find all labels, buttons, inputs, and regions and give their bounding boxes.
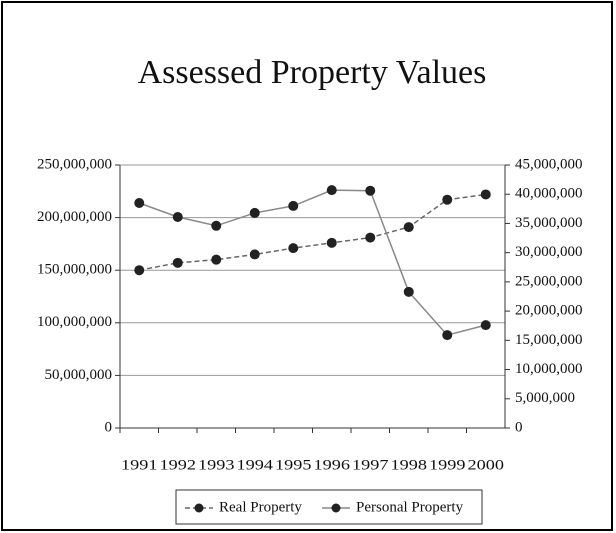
y-tick-label: 200,000,000 (37, 209, 112, 225)
legend-marker (194, 503, 204, 513)
x-tick-label: 1999 (429, 457, 466, 473)
x-tick-label: 1997 (352, 457, 389, 473)
x-tick-label: 1993 (198, 457, 235, 473)
data-point (326, 185, 337, 196)
data-point (211, 220, 222, 231)
series-line (139, 193, 486, 271)
data-point (442, 330, 453, 341)
data-point (365, 185, 376, 196)
x-tick-label: 1991 (121, 457, 158, 473)
y2-tick-label: 0 (515, 419, 523, 435)
x-tick-label: 1992 (160, 457, 197, 473)
data-point (326, 237, 337, 248)
y2-tick-label: 30,000,000 (515, 244, 583, 260)
data-point (480, 189, 491, 200)
data-point (403, 222, 414, 233)
legend-label: Real Property (219, 499, 302, 515)
y2-tick-label: 40,000,000 (515, 186, 583, 202)
y2-tick-label: 45,000,000 (515, 156, 583, 172)
x-tick-label: 1996 (314, 457, 351, 473)
data-point (134, 265, 145, 276)
data-point (480, 320, 491, 331)
data-point (211, 254, 222, 265)
y-tick-label: 0 (105, 419, 113, 435)
data-point (249, 207, 260, 218)
x-tick-label: 2000 (468, 457, 505, 473)
y2-tick-label: 10,000,000 (515, 361, 583, 377)
data-point (365, 232, 376, 243)
x-tick-label: 1995 (275, 457, 312, 473)
y2-tick-label: 15,000,000 (515, 332, 583, 348)
legend-marker (331, 503, 341, 513)
chart-title: Assessed Property Values (138, 54, 487, 91)
y2-tick-label: 35,000,000 (515, 215, 583, 231)
y-tick-label: 250,000,000 (37, 156, 112, 172)
data-point (288, 200, 299, 211)
data-point (134, 197, 145, 208)
x-tick-label: 1994 (237, 457, 274, 473)
series-line (138, 189, 486, 336)
y2-tick-label: 25,000,000 (515, 273, 583, 289)
data-point (442, 194, 453, 205)
y-tick-label: 100,000,000 (37, 314, 112, 330)
y2-tick-label: 5,000,000 (515, 390, 575, 406)
legend-box (175, 489, 483, 525)
y-tick-label: 150,000,000 (37, 262, 112, 278)
data-point (172, 257, 183, 268)
data-point (288, 243, 299, 254)
data-point (403, 286, 414, 297)
data-point (249, 249, 260, 260)
legend-label: Personal Property (356, 499, 464, 515)
x-tick-label: 1998 (391, 457, 428, 473)
data-point (172, 212, 183, 223)
y-tick-label: 50,000,000 (45, 367, 113, 383)
y2-tick-label: 20,000,000 (515, 303, 583, 319)
